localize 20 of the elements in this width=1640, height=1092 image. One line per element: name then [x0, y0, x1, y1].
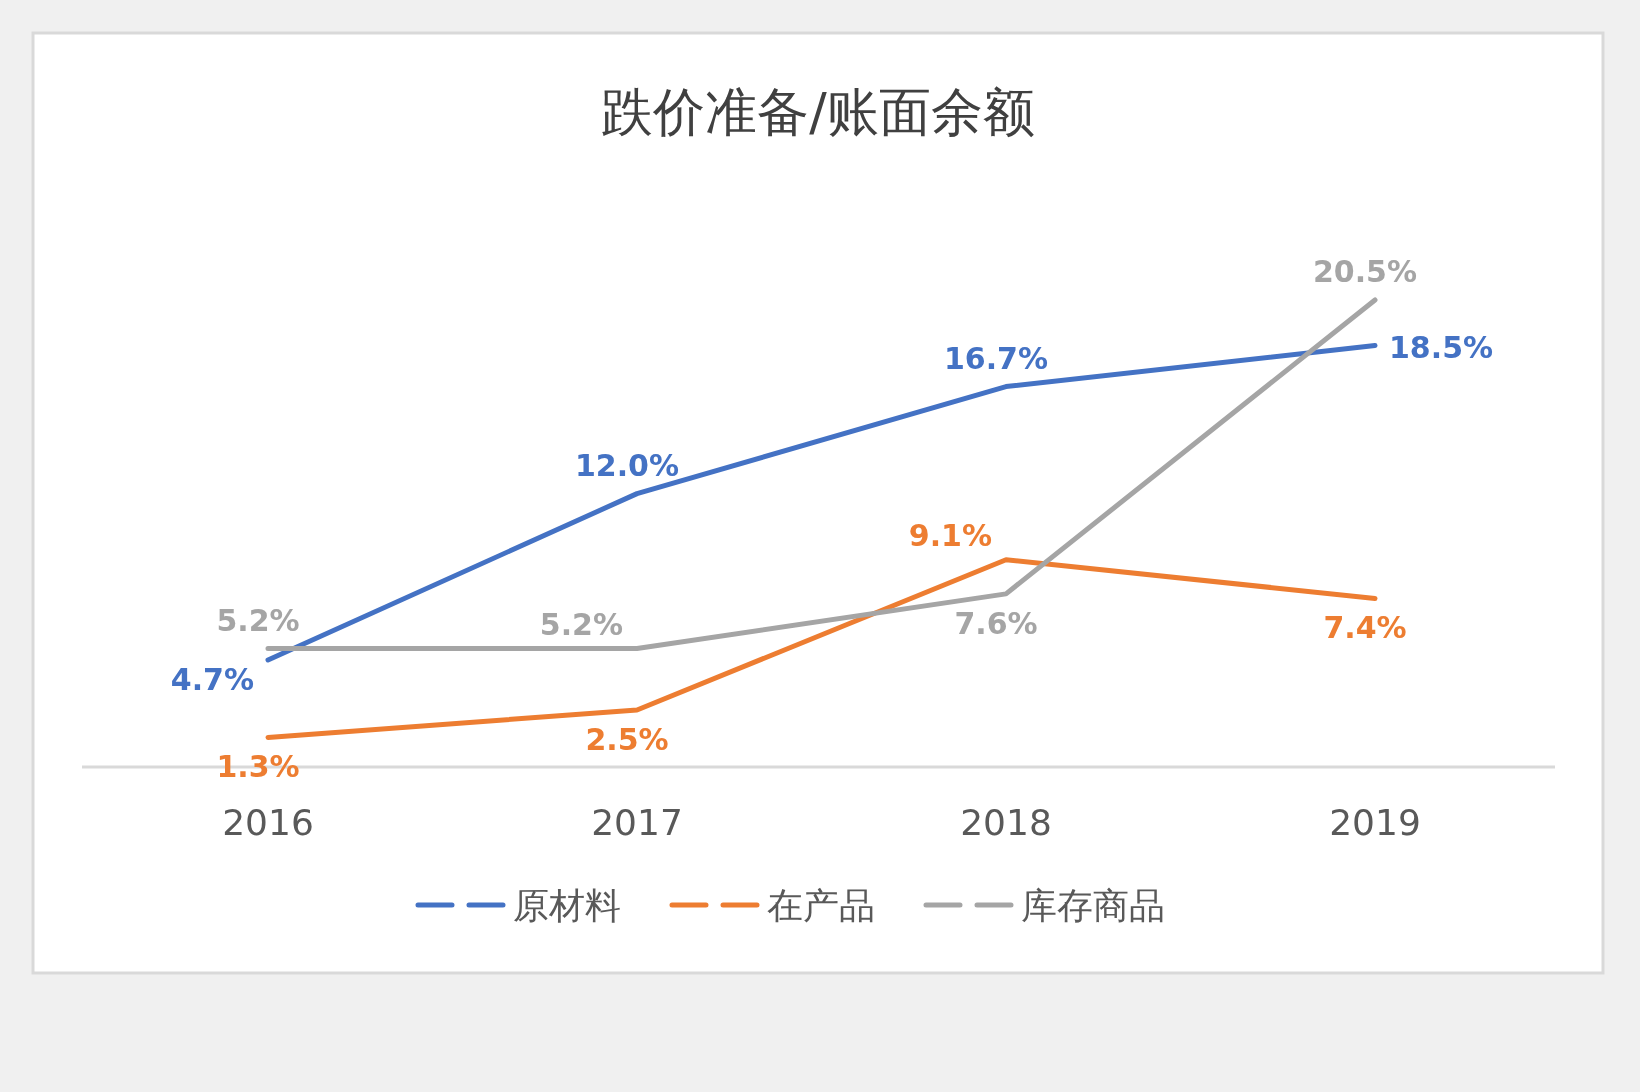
legend-label: 库存商品 — [1021, 885, 1165, 926]
data-label: 2.5% — [585, 722, 669, 758]
data-label: 4.7% — [170, 661, 254, 697]
x-tick-label: 2018 — [960, 802, 1052, 843]
data-label: 5.2% — [216, 602, 300, 638]
x-tick-label: 2016 — [222, 802, 314, 843]
legend-label: 在产品 — [767, 885, 875, 926]
data-label: 12.0% — [574, 447, 680, 483]
data-label: 18.5% — [1389, 329, 1494, 365]
data-label: 9.1% — [908, 517, 992, 553]
legend-label: 原材料 — [513, 885, 621, 926]
x-tick-label: 2017 — [591, 802, 683, 843]
chart-title: 跌价准备/账面余额 — [601, 82, 1035, 142]
data-label: 7.6% — [954, 605, 1038, 641]
data-label: 20.5% — [1312, 254, 1418, 289]
data-label: 1.3% — [216, 749, 300, 785]
data-label: 5.2% — [539, 606, 623, 642]
data-label: 16.7% — [943, 340, 1049, 376]
data-label: 7.4% — [1323, 610, 1407, 646]
x-tick-label: 2019 — [1329, 802, 1421, 843]
